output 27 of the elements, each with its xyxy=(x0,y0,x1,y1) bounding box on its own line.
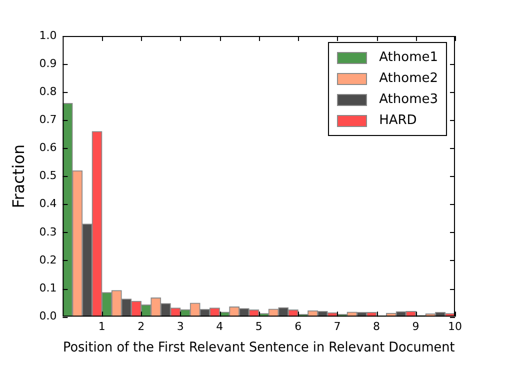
y-tick-label: 0.1 xyxy=(39,281,57,294)
x-tick-label: 3 xyxy=(176,320,184,334)
x-tick-label: 10 xyxy=(448,320,462,334)
legend-label: Athome2 xyxy=(379,71,438,86)
legend-label: Athome1 xyxy=(379,50,438,65)
y-axis-title: Fraction xyxy=(8,144,28,208)
y-tick-label: 0.9 xyxy=(39,56,57,70)
x-tick-label: 8 xyxy=(373,320,380,334)
legend-label: Athome3 xyxy=(379,92,438,107)
y-tick-label: 0.6 xyxy=(39,141,57,154)
x-tick-label: 5 xyxy=(255,320,262,334)
x-axis-title: Position of the First Relevant Sentence in Relevant Document xyxy=(62,340,455,356)
legend-label: HARD xyxy=(379,113,417,128)
x-tick-label: 6 xyxy=(294,320,302,334)
y-tick-label: 0.3 xyxy=(39,225,57,238)
x-tick-label: 4 xyxy=(216,320,224,334)
y-tick-label: 0.5 xyxy=(39,169,57,182)
x-tick-label: 7 xyxy=(334,320,341,334)
y-tick-label: 1.0 xyxy=(39,28,57,42)
y-tick-label: 0.8 xyxy=(39,84,57,98)
y-tick-label: 0.4 xyxy=(39,197,57,210)
x-tick-label: 2 xyxy=(138,320,145,334)
x-tick-label: 9 xyxy=(412,320,420,334)
y-tick-label: 0.0 xyxy=(39,309,57,322)
y-tick-label: 0.2 xyxy=(39,253,57,266)
x-tick-label: 1 xyxy=(98,320,106,334)
y-tick-label: 0.7 xyxy=(39,113,57,126)
